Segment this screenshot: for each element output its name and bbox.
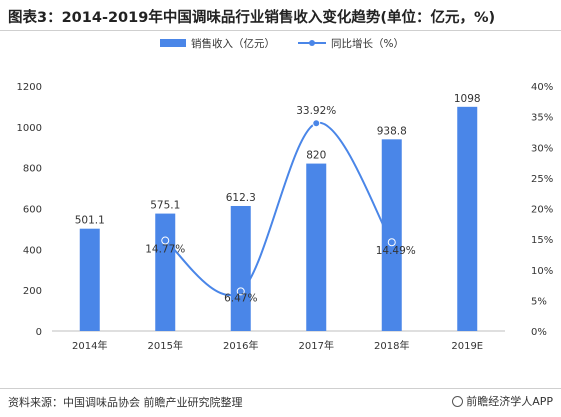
- y-left-tick-label: 800: [23, 164, 42, 175]
- combo-chart: 销售收入（亿元） 同比增长（%） 0 200 400 600 800 1000 1200 0%…: [17, 37, 554, 352]
- y-left-tick-label: 1200: [17, 82, 42, 93]
- bar: [79, 228, 100, 331]
- y-left-tick-label: 400: [23, 245, 42, 256]
- x-tick-label: 2019E: [451, 341, 483, 352]
- chart-title: 图表3：2014-2019年中国调味品行业销售收入变化趋势(单位：亿元，%): [8, 10, 496, 26]
- y-right-tick-label: 40%: [531, 82, 553, 93]
- growth-point: [312, 119, 321, 128]
- bar: [381, 139, 402, 331]
- bar-value-label: 501.1: [75, 215, 105, 227]
- y-right-tick-label: 25%: [531, 174, 553, 185]
- y-left-tick-label: 200: [23, 286, 42, 297]
- y-left-tick-label: 0: [36, 327, 42, 338]
- legend-bar-swatch: [160, 39, 186, 47]
- growth-value-label: 14.49%: [376, 245, 416, 257]
- bar-value-label: 938.8: [377, 125, 407, 137]
- x-tick-label: 2016年: [223, 339, 258, 352]
- line-series: 14.77% 6.47% 33.92% 14.49%: [145, 105, 416, 304]
- brand-credit: 前瞻经济学人APP: [452, 393, 553, 409]
- bar: [230, 205, 251, 331]
- bar: [457, 106, 478, 331]
- growth-point: [387, 238, 396, 247]
- growth-point: [161, 236, 170, 245]
- title-divider: [0, 30, 561, 31]
- growth-value-label: 6.47%: [224, 292, 257, 304]
- x-axis-ticks: 2014年 2015年 2016年 2017年 2018年 2019E: [72, 339, 483, 352]
- growth-point: [236, 287, 245, 296]
- y-right-tick-label: 0%: [531, 327, 547, 338]
- bar-value-label: 820: [306, 150, 326, 162]
- footer-divider: [0, 388, 561, 389]
- y-right-tick-label: 5%: [531, 296, 547, 307]
- y-right-tick-label: 15%: [531, 235, 553, 246]
- x-tick-label: 2018年: [374, 339, 409, 352]
- bar: [155, 213, 176, 331]
- chart-legend: 销售收入（亿元） 同比增长（%）: [160, 37, 404, 50]
- legend-bar-label: 销售收入（亿元）: [191, 37, 275, 50]
- brand-logo-icon: [452, 395, 464, 407]
- bar-series: 501.1 575.1 612.3 820 938.8 1098: [75, 93, 481, 331]
- y-right-tick-label: 30%: [531, 143, 553, 154]
- y-right-tick-label: 10%: [531, 266, 553, 277]
- growth-value-label: 14.77%: [145, 244, 185, 256]
- y-left-tick-label: 1000: [17, 123, 42, 134]
- growth-line: [164, 122, 393, 296]
- bar-value-label: 612.3: [226, 192, 256, 204]
- brand-label: 前瞻经济学人APP: [466, 395, 553, 408]
- y-axis-right: 0% 5% 10% 15% 20% 25% 30% 35% 40%: [531, 82, 553, 338]
- growth-value-label: 33.92%: [296, 105, 336, 117]
- y-left-tick-label: 600: [23, 205, 42, 216]
- y-right-tick-label: 35%: [531, 113, 553, 124]
- bar-value-label: 575.1: [150, 200, 180, 212]
- legend-line-label: 同比增长（%）: [331, 37, 404, 50]
- x-tick-label: 2015年: [148, 339, 183, 352]
- x-tick-label: 2017年: [299, 339, 334, 352]
- bar-value-label: 1098: [454, 93, 481, 105]
- x-tick-label: 2014年: [72, 339, 107, 352]
- source-note: 资料来源：中国调味品协会 前瞻产业研究院整理: [8, 396, 243, 409]
- bar: [306, 163, 327, 331]
- y-right-tick-label: 20%: [531, 205, 553, 216]
- legend-line-marker: [309, 40, 315, 46]
- y-axis-left: 0 200 400 600 800 1000 1200: [17, 82, 42, 338]
